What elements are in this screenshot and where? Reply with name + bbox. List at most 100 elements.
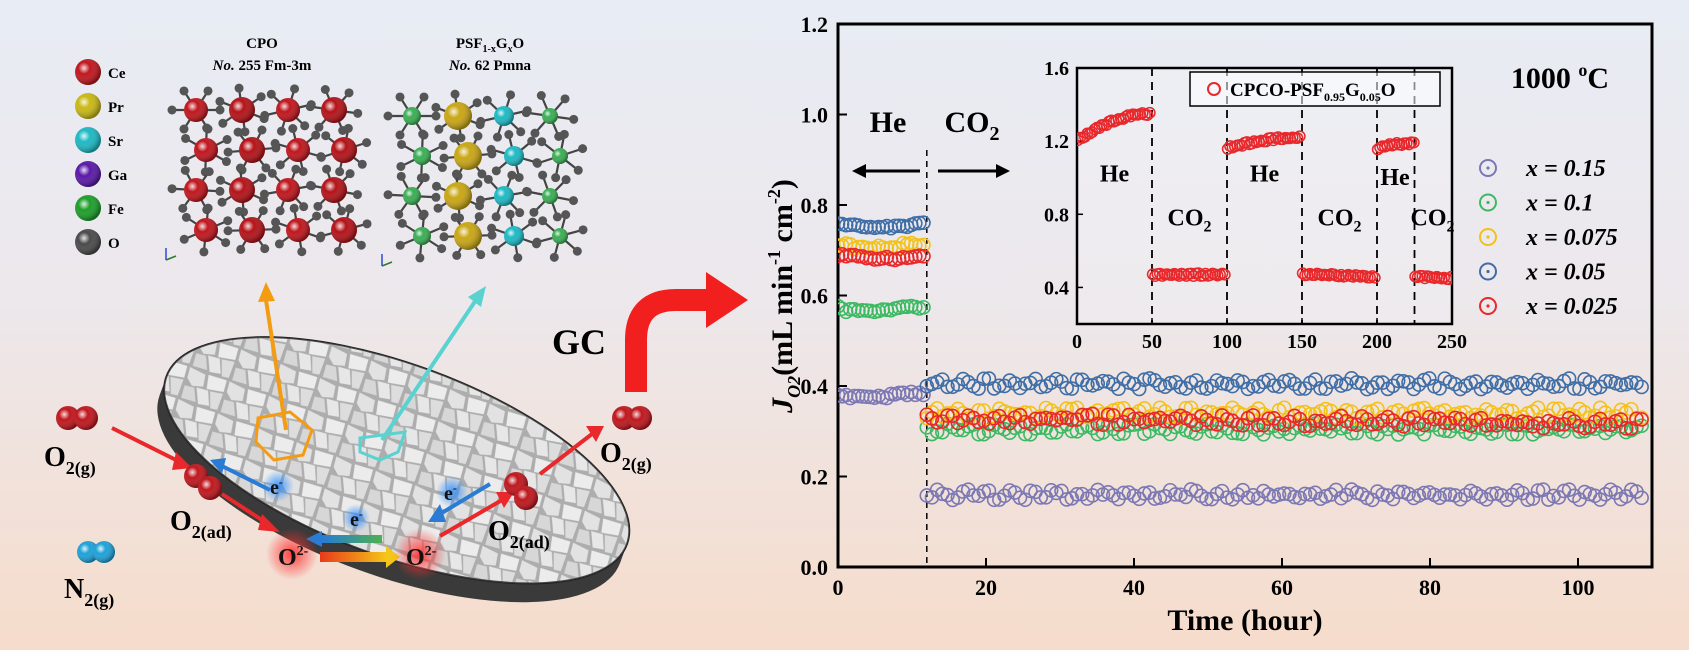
oxygen-atom (167, 105, 177, 115)
data-point (1074, 407, 1090, 423)
oxygen-atom (431, 102, 441, 112)
data-point (1453, 491, 1468, 507)
data-point (1592, 400, 1608, 416)
oxygen-atom (234, 83, 244, 93)
oxygen-atom (528, 217, 538, 227)
data-point (1494, 413, 1510, 429)
oxygen-atom (537, 137, 547, 147)
data-point (1577, 405, 1592, 420)
data-point (1478, 418, 1494, 433)
oxygen-atom (215, 96, 225, 106)
oxygen-atom (569, 114, 579, 124)
data-point (1188, 426, 1204, 441)
atom-label-ce: Ce (108, 66, 126, 82)
legend-marker (1479, 297, 1497, 315)
oxygen-atom (276, 126, 286, 136)
oxygen-atom (203, 203, 213, 213)
inset-y-tick-label: 0.4 (1044, 277, 1069, 299)
data-point (916, 300, 931, 315)
data-point (1147, 372, 1163, 388)
data-point (916, 387, 931, 403)
main-legend: x = 0.15 x = 0.1 x = 0.075 x = 0.05 x = 0.02… (1479, 156, 1618, 320)
oxygen-atom (397, 218, 407, 228)
inset-data-point (1364, 271, 1376, 284)
data-point (1002, 405, 1017, 421)
oxygen-atom (415, 253, 425, 263)
oxygen-atom (343, 123, 353, 133)
data-point (1328, 374, 1344, 389)
oxygen-atom (506, 90, 516, 100)
inset-gas-label: He (1100, 161, 1130, 187)
oxygen-atom (419, 209, 429, 219)
oxygen-atom (344, 88, 354, 98)
data-point (1359, 404, 1375, 420)
oxygen-atom (532, 237, 542, 247)
inset-data-point (1308, 269, 1321, 282)
oxygen-atom (549, 252, 559, 262)
data-point (971, 426, 986, 442)
oxygen-atom (527, 136, 537, 146)
n2-gas-label: N2(g) (64, 574, 114, 611)
oxygen-atom (260, 244, 270, 254)
oxygen-atom (321, 131, 331, 141)
oxygen-atom (396, 161, 406, 171)
data-point (1266, 378, 1282, 393)
inset-data-point (1418, 272, 1431, 285)
main-axes: 0 20 40 60 80 100 0.0 0.2 0.4 0.6 0.8 1.0 1.2 (801, 12, 1595, 600)
oxygen-atom (505, 209, 515, 219)
oxygen-atom (578, 225, 588, 235)
inset-gas-label: CO2 (1318, 205, 1362, 235)
electron-transport-arrow (322, 535, 382, 543)
inset-data-point (1218, 268, 1231, 281)
oxygen-atom (456, 133, 466, 143)
oxygen-atom (433, 203, 443, 213)
data-point (1390, 484, 1406, 500)
data-point (1463, 375, 1478, 391)
inset-gas-label: He (1250, 161, 1280, 187)
oxygen-atom (538, 216, 548, 226)
oxygen-atom (260, 110, 270, 120)
data-point (1147, 411, 1163, 427)
data-point (1333, 408, 1349, 424)
data-point (981, 416, 997, 431)
y-tick-label: 0.8 (801, 193, 829, 218)
electron-marker-feed (262, 470, 294, 502)
oxygen-atom (449, 133, 459, 143)
data-point (955, 413, 971, 428)
oxygen-atom (297, 247, 307, 257)
phase1-space-group: No. 255 Fm-3m (212, 58, 312, 74)
oxygen-atom (178, 203, 188, 213)
oxygen-atom (234, 206, 244, 216)
oxygen-atom (333, 246, 343, 256)
oxygen-atom (473, 179, 483, 189)
data-point (997, 414, 1012, 430)
data-point (1530, 483, 1546, 498)
inset-data-point (1143, 106, 1156, 119)
data-point (1592, 492, 1608, 507)
oxygen-atom (199, 247, 209, 257)
data-point (1297, 381, 1313, 396)
oxygen-atom (179, 124, 189, 134)
atom-label-sr: Sr (108, 134, 123, 150)
data-point (1323, 487, 1339, 502)
data-point (1100, 407, 1116, 423)
o2-gas-label: O2(g) (44, 442, 96, 479)
oxygen-atom (289, 203, 299, 213)
data-point (1033, 411, 1049, 427)
data-point (1308, 372, 1323, 387)
oxygen-atom (491, 166, 501, 176)
oxygen-atom (345, 169, 355, 179)
data-point (1188, 483, 1204, 499)
oxygen-atom (578, 144, 588, 154)
data-point (1587, 380, 1603, 396)
oxygen-atom (275, 206, 285, 216)
legend-label: x = 0.15 (1525, 156, 1606, 182)
oxygen-atom (450, 212, 460, 222)
oxygen-atom (419, 92, 429, 102)
psfgo-pointer-head (468, 286, 486, 307)
oxygen-atom (383, 190, 393, 200)
oxygen-atom (439, 153, 449, 163)
desorption-arrow (538, 432, 594, 476)
inset-segment-he (1221, 130, 1306, 155)
